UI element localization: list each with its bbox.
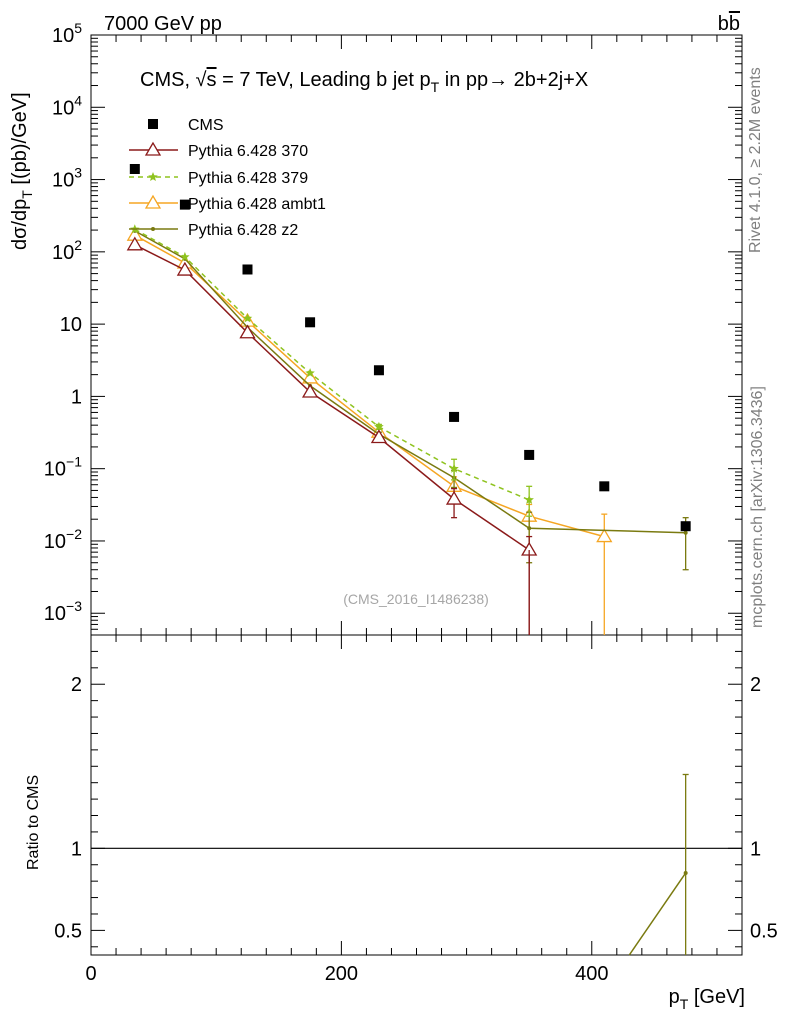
series-line [134, 228, 530, 501]
data-point-triangle [301, 369, 319, 384]
legend-item: CMS [148, 117, 224, 134]
y-tick-label: 10−1 [44, 454, 82, 481]
ratio-y-tick-label-left: 0.5 [54, 920, 82, 942]
series-pythia-6-428-z2 [132, 228, 689, 571]
legend-label: Pythia 6.428 z2 [188, 222, 298, 239]
data-point-square [680, 521, 691, 532]
data-point-triangle [301, 383, 319, 398]
ratio-y-tick-label-left: 1 [71, 838, 82, 860]
data-point-triangle [445, 490, 463, 505]
ratio-y-tick-label-right: 1 [750, 838, 761, 860]
data-point-dot [151, 227, 155, 231]
data-point-star [449, 463, 459, 473]
legend-label: CMS [188, 117, 224, 134]
data-point-square [148, 119, 158, 129]
legend-label: Pythia 6.428 370 [188, 143, 308, 160]
ratio-y-tick-label-left: 2 [71, 674, 82, 696]
legend-item: Pythia 6.428 z2 [129, 222, 298, 239]
chart-title: CMS, √s = 7 TeV, Leading b jet pT in pp→… [140, 69, 588, 95]
x-tick-label: 200 [325, 963, 358, 985]
data-point-star [180, 251, 190, 261]
data-point-square [373, 365, 384, 376]
ratio-y-tick-label-right: 0.5 [750, 920, 778, 942]
ratio-y-tick-label-right: 2 [750, 674, 761, 696]
series-cms [129, 163, 691, 532]
data-point-square [305, 317, 316, 328]
ratio-series-group [628, 773, 689, 956]
ratio-y-axis-label: Ratio to CMS [25, 775, 42, 870]
legend-item: Pythia 6.428 370 [129, 141, 308, 160]
legend: CMS Pythia 6.428 370 Pythia 6.428 379 Pythi… [129, 117, 326, 239]
data-point-star [305, 368, 315, 378]
data-point-triangle [370, 429, 388, 444]
series-pythia-6-428-370 [126, 236, 538, 635]
data-point-triangle [144, 194, 162, 209]
data-point-star [374, 421, 384, 431]
data-point-star [148, 172, 158, 181]
x-tick-label: 400 [575, 963, 608, 985]
data-point-triangle [239, 324, 256, 339]
y-tick-label: 10−3 [44, 598, 82, 625]
data-point-star [524, 494, 534, 504]
y-tick-label: 102 [52, 237, 82, 264]
data-point-square [179, 199, 190, 210]
x-axis-label: pT [GeV] [669, 986, 745, 1012]
y-axis-label: dσ/dpT [(pb)/GeV] [9, 92, 35, 250]
legend-item: Pythia 6.428 ambt1 [129, 194, 326, 213]
data-point-square [129, 163, 140, 174]
data-point-dot [527, 526, 532, 531]
x-tick-label: 0 [85, 963, 96, 985]
main-axis-ticks: 10−3 10−2 10−1 1 10 102 103 104 105 [44, 20, 743, 636]
data-point-triangle [126, 236, 143, 251]
ratio-point [683, 870, 688, 875]
y-tick-label: 105 [52, 20, 82, 47]
legend-label: Pythia 6.428 379 [188, 170, 308, 187]
data-point-square [449, 411, 460, 422]
process-label: bb [718, 13, 740, 35]
data-point-square [524, 449, 535, 460]
ratio-series-z2 [628, 773, 689, 956]
rivet-version-label: Rivet 4.1.0, ≥ 2.2M events [747, 67, 764, 253]
mcplots-source-label: mcplots.cern.ch [arXiv:1306.3436] [749, 386, 766, 628]
energy-label: 7000 GeV pp [104, 13, 222, 35]
ratio-line [628, 872, 687, 956]
y-tick-label: 1 [71, 386, 82, 408]
legend-item: Pythia 6.428 379 [129, 170, 308, 187]
ratio-axis-ticks: 0.5 0.5 1 1 2 2 0 200 400 [54, 634, 778, 985]
main-series-group [126, 163, 691, 635]
series-line [134, 230, 686, 534]
data-point-square [242, 264, 253, 275]
series-line [134, 234, 605, 538]
data-point-star [242, 313, 253, 323]
data-point-square [599, 481, 610, 492]
y-tick-label: 104 [52, 92, 82, 119]
y-tick-label: 10 [60, 314, 82, 336]
y-tick-label: 10−2 [44, 526, 82, 553]
data-point-triangle [144, 141, 162, 156]
legend-label: Pythia 6.428 ambt1 [188, 196, 326, 213]
analysis-watermark: (CMS_2016_I1486238) [343, 591, 489, 607]
y-tick-label: 103 [52, 165, 82, 192]
data-point-triangle [176, 261, 194, 276]
data-point-dot [683, 530, 688, 535]
series-line [134, 244, 530, 551]
ratio-plot-frame [90, 634, 743, 956]
data-point-triangle [596, 528, 613, 543]
